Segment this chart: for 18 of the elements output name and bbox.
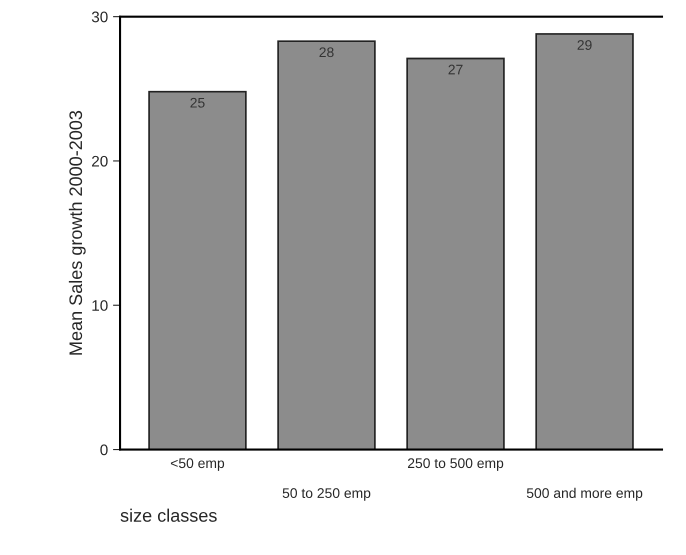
bar <box>406 58 505 450</box>
bar <box>535 33 634 450</box>
bar <box>148 90 247 450</box>
x-axis-title: size classes <box>120 508 217 522</box>
data-label: 28 <box>319 47 334 58</box>
x-tick-label: 250 to 500 emp <box>408 458 504 471</box>
y-tick-label: 30 <box>92 12 108 22</box>
y-tick-label: 20 <box>92 156 108 167</box>
x-tick-label: 50 to 250 emp <box>282 488 370 501</box>
data-label: 29 <box>578 40 592 50</box>
y-tick-label: 0 <box>100 444 108 456</box>
x-tick-label: <50 emp <box>170 458 224 471</box>
data-label: 25 <box>190 98 205 108</box>
data-label: 27 <box>448 64 463 74</box>
y-axis-title: Mean Sales growth 2000-2003 <box>68 110 86 355</box>
bar <box>277 40 376 450</box>
y-tick-label: 10 <box>92 300 108 311</box>
x-tick-label: 500 and more emp <box>526 488 642 501</box>
